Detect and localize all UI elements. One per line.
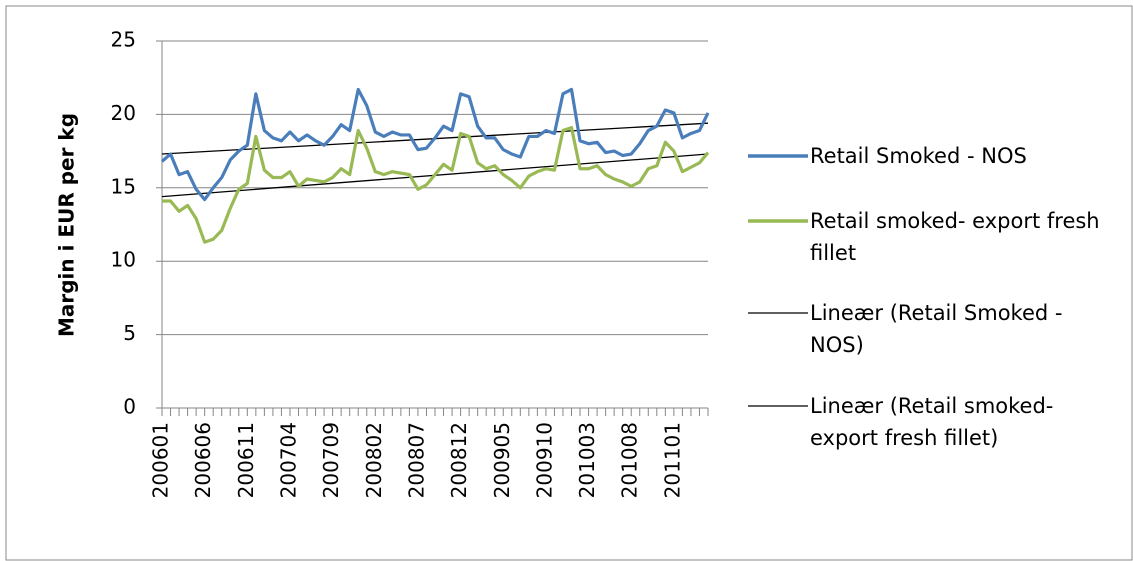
y-tick-label: 20: [111, 101, 136, 125]
x-tick-label: 200812: [447, 422, 471, 498]
legend-label: Lineær (Retail Smoked - NOS): [810, 301, 1063, 357]
x-tick-label: 200709: [319, 422, 343, 498]
legend-label: Retail smoked- export fresh fillet: [810, 209, 1100, 265]
chart-border: [5, 5, 1133, 561]
y-axis-title: Margin i EUR per kg: [55, 113, 79, 337]
x-tick-label: 200704: [276, 422, 300, 498]
legend-label: Retail Smoked - NOS: [810, 144, 1027, 168]
x-tick-label: 200807: [404, 422, 428, 498]
x-tick-label: 201101: [660, 422, 684, 498]
x-tick-label: 200905: [490, 422, 514, 498]
x-tick-label: 200606: [191, 422, 215, 498]
y-tick-label: 10: [111, 248, 136, 272]
x-tick-label: 200802: [362, 422, 386, 498]
x-tick-label: 201008: [618, 422, 642, 498]
y-tick-label: 15: [111, 174, 136, 198]
legend-label: Lineær (Retail smoked- export fresh fill…: [810, 394, 1054, 450]
x-tick-label: 201003: [575, 422, 599, 498]
y-tick-label: 0: [123, 395, 136, 419]
series-line: [162, 126, 710, 244]
series-line: [160, 87, 710, 202]
x-tick-label: 200601: [149, 422, 173, 498]
x-tick-label: 200910: [532, 422, 556, 498]
y-tick-label: 25: [111, 28, 136, 52]
x-tick-label: 200611: [234, 422, 258, 498]
y-tick-label: 5: [123, 321, 136, 345]
